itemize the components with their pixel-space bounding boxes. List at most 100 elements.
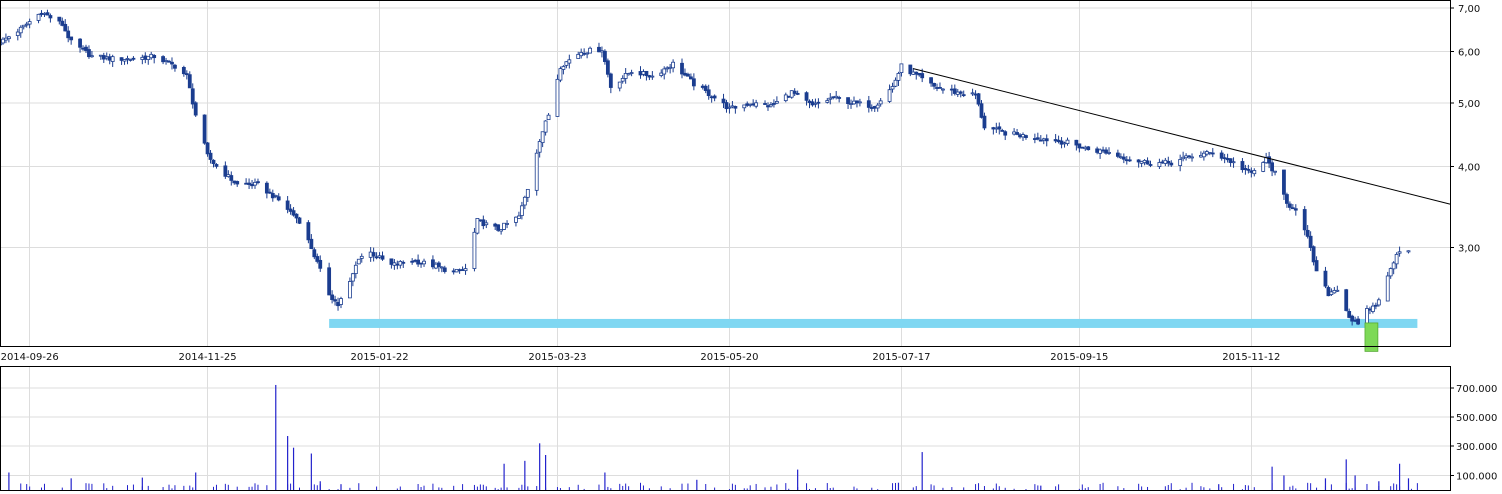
candle-body — [1335, 289, 1340, 292]
candle-body — [1231, 161, 1236, 164]
candle-body — [288, 208, 293, 212]
candle-body — [253, 181, 257, 186]
candle-body — [1397, 251, 1402, 254]
candle-body — [416, 259, 420, 265]
candle-body — [315, 256, 320, 262]
candle-body — [439, 266, 444, 269]
candle-body — [911, 71, 916, 75]
candle-body — [712, 95, 717, 99]
candle-body — [4, 37, 8, 41]
candle-body — [463, 268, 468, 272]
candle-body — [312, 249, 317, 258]
candle-body — [24, 23, 29, 26]
candle-body — [834, 95, 839, 98]
candle-body — [306, 222, 311, 241]
candle-body — [1326, 287, 1331, 297]
candle-body — [1053, 139, 1058, 142]
candle-body — [582, 52, 587, 55]
candle-body — [1148, 164, 1153, 166]
candle-body — [558, 68, 563, 81]
candle-body — [413, 259, 418, 262]
candle-body — [691, 78, 696, 87]
candle-body — [1157, 162, 1162, 167]
candle-body — [291, 210, 296, 216]
candle-body — [1249, 170, 1254, 173]
candle-body — [567, 59, 572, 64]
candle-body — [546, 114, 551, 121]
x-tick-label: 2015-01-22 — [350, 352, 408, 363]
candle-body — [1166, 160, 1171, 164]
candle-body — [78, 38, 82, 48]
candle-body — [525, 188, 530, 198]
candle-body — [21, 24, 26, 28]
candle-body — [484, 222, 489, 226]
candle-body — [380, 255, 385, 260]
candle-body — [1314, 260, 1319, 272]
candle-body — [659, 72, 664, 76]
candle-body — [1163, 159, 1168, 164]
candle-body — [1347, 310, 1352, 318]
candle-body — [1240, 161, 1245, 171]
candle-body — [1406, 250, 1411, 253]
candle-body — [36, 13, 41, 21]
candle-body — [914, 71, 919, 75]
candle-body — [1365, 308, 1369, 326]
candle-body — [256, 181, 260, 184]
candle-body — [890, 86, 895, 90]
candle-body — [460, 269, 465, 271]
candle-body — [908, 64, 913, 75]
candle-body — [419, 262, 423, 265]
candle-body — [626, 73, 631, 76]
candle-body — [353, 264, 358, 274]
candle-body — [804, 92, 809, 101]
candle-body — [605, 60, 610, 75]
candle-body — [107, 56, 112, 61]
candle-body — [433, 263, 438, 269]
candle-body — [519, 205, 524, 216]
candle-body — [896, 73, 901, 81]
candle-body — [1252, 170, 1257, 175]
candle-body — [1207, 152, 1212, 154]
candle-body — [952, 88, 957, 94]
candle-body — [410, 260, 415, 263]
candle-body — [976, 93, 981, 105]
candle-body — [662, 68, 667, 75]
candle-body — [140, 56, 145, 60]
candle-body — [181, 67, 186, 75]
candle-body — [431, 259, 435, 268]
candle-body — [949, 88, 954, 91]
candle-body — [730, 105, 735, 108]
candle-body — [336, 302, 340, 307]
candle-body — [39, 12, 44, 15]
candle-body — [226, 174, 231, 177]
candle-body — [1169, 162, 1174, 166]
candle-body — [110, 56, 115, 62]
candle-body — [724, 102, 729, 110]
candle-body — [377, 255, 382, 258]
candle-body — [1350, 315, 1355, 322]
candle-body — [205, 142, 210, 155]
x-tick-label: 2015-03-23 — [528, 352, 586, 363]
candle-body — [6, 36, 11, 40]
candle-body — [1142, 159, 1147, 163]
candle-body — [1219, 152, 1224, 159]
candle-body — [1044, 138, 1049, 142]
candle-body — [795, 92, 800, 95]
trendline — [913, 68, 1451, 205]
candle-body — [1368, 308, 1372, 311]
candle-body — [454, 268, 459, 273]
candle-body — [190, 88, 195, 105]
candle-body — [359, 255, 364, 259]
candle-body — [297, 217, 302, 224]
candle-body — [1024, 135, 1028, 138]
candle-body — [825, 100, 830, 103]
candle-body — [935, 87, 939, 89]
candle-body — [831, 96, 836, 99]
candle-body — [1246, 168, 1251, 171]
candle-body — [457, 269, 462, 272]
candle-body — [955, 91, 960, 95]
candle-body — [170, 61, 174, 65]
candle-body — [1018, 134, 1022, 138]
candle-body — [1287, 203, 1292, 208]
